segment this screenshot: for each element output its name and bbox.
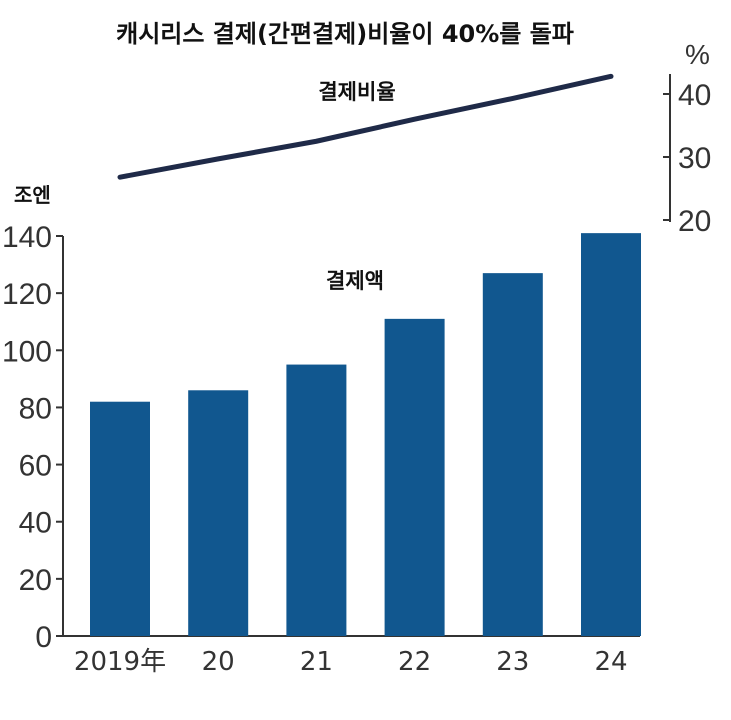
right-axis-unit: % bbox=[685, 39, 710, 70]
bar bbox=[188, 390, 249, 636]
left-axis: 조엔 0 20 40 60 80 100 120 140 bbox=[2, 183, 64, 654]
right-tick-label: 40 bbox=[678, 79, 711, 112]
x-tick-label: 22 bbox=[398, 647, 431, 677]
left-tick-label: 120 bbox=[2, 278, 52, 311]
bar bbox=[286, 364, 347, 636]
left-tick-label: 20 bbox=[19, 564, 52, 597]
right-tick-label: 30 bbox=[678, 142, 711, 175]
right-tick-label: 20 bbox=[678, 205, 711, 238]
x-axis-ticks: 2019年 20 21 22 23 24 bbox=[74, 647, 628, 677]
left-tick-label: 100 bbox=[2, 335, 52, 368]
left-tick-label: 0 bbox=[35, 621, 52, 654]
bar-series bbox=[90, 233, 641, 636]
line-path bbox=[117, 73, 614, 180]
left-tick-label: 140 bbox=[2, 221, 52, 254]
left-tick-label: 80 bbox=[19, 392, 52, 425]
bar-series-label: 결제액 bbox=[326, 269, 384, 293]
left-tick-label: 40 bbox=[19, 507, 52, 540]
line-series bbox=[117, 73, 614, 180]
right-axis: % 20 30 40 bbox=[663, 39, 711, 238]
x-tick-label: 23 bbox=[496, 647, 529, 677]
bar bbox=[581, 233, 641, 636]
bar bbox=[384, 318, 445, 636]
line-series-label: 결제비율 bbox=[318, 80, 395, 104]
x-tick-label: 21 bbox=[300, 647, 333, 677]
x-tick-label: 24 bbox=[594, 647, 627, 677]
chart-title: 캐시리스 결제(간편결제)비율이 40%를 돌파 bbox=[116, 20, 574, 48]
bar bbox=[90, 401, 150, 636]
left-tick-label: 60 bbox=[19, 450, 52, 483]
x-tick-label: 20 bbox=[202, 647, 235, 677]
left-axis-unit: 조엔 bbox=[14, 183, 51, 207]
x-tick-label: 2019年 bbox=[74, 647, 166, 677]
bar bbox=[482, 273, 543, 636]
